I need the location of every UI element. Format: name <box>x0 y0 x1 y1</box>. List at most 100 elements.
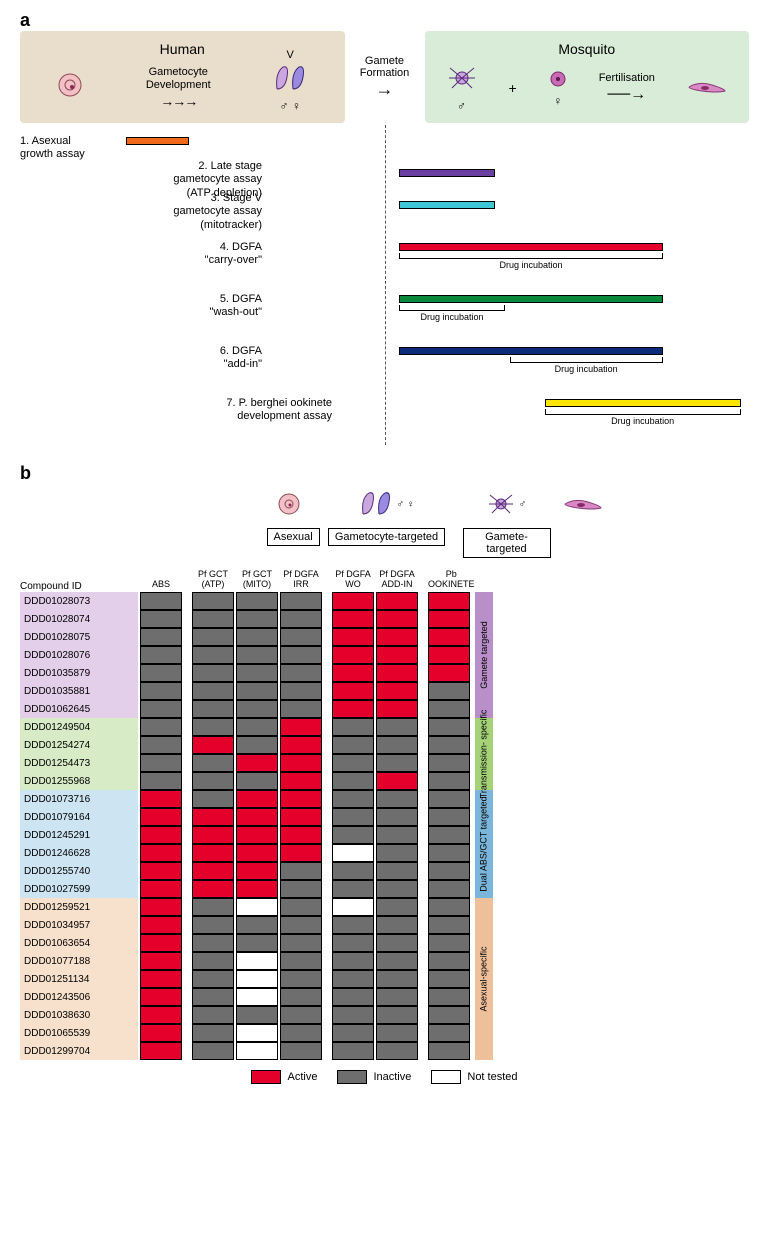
assay-label: 6. DGFA "add-in" <box>20 345 270 371</box>
heatmap-cell <box>332 646 374 664</box>
heatmap-cell <box>280 592 322 610</box>
col-group-title: Gamete-targeted <box>463 528 551 558</box>
compound-id-label: DDD01255968 <box>20 772 140 790</box>
heatmap-cell <box>236 988 278 1006</box>
male-gamete-icon: ♂ <box>447 63 477 113</box>
heatmap-cell <box>192 916 234 934</box>
compound-id-label: DDD01254274 <box>20 736 140 754</box>
heatmap-cell <box>236 628 278 646</box>
heatmap-cell <box>428 646 470 664</box>
compound-id-label: DDD01245291 <box>20 826 140 844</box>
assay-bar <box>399 201 495 209</box>
heatmap-legend: Active Inactive Not tested <box>20 1070 749 1084</box>
compound-id-label: DDD01062645 <box>20 700 140 718</box>
heatmap-cell <box>332 934 374 952</box>
heatmap-cell <box>428 826 470 844</box>
heatmap-cell <box>376 988 418 1006</box>
heatmap-cell <box>376 916 418 934</box>
heatmap-cell <box>280 1024 322 1042</box>
assay-bar <box>399 347 662 355</box>
heatmap-cell <box>192 790 234 808</box>
heatmap-cell <box>192 682 234 700</box>
ookinete-icon <box>687 75 727 101</box>
compound-id-label: DDD01251134 <box>20 970 140 988</box>
compound-id-label: DDD01065539 <box>20 1024 140 1042</box>
compound-id-label: DDD01243506 <box>20 988 140 1006</box>
heatmap-cell <box>140 952 182 970</box>
heatmap-cell <box>192 592 234 610</box>
col-group-title: Gametocyte-targeted <box>328 528 445 546</box>
assay-bar <box>399 295 662 303</box>
category-stripe: Asexual-specific <box>475 898 493 1060</box>
heatmap-cell <box>140 898 182 916</box>
heatmap-cell <box>332 970 374 988</box>
heatmap-cell <box>236 718 278 736</box>
heatmap-cell <box>192 628 234 646</box>
col-header: Pf GCT (ATP) <box>192 568 234 592</box>
heatmap-cell <box>428 970 470 988</box>
legend-active-label: Active <box>287 1071 317 1083</box>
heatmap-cell <box>428 1024 470 1042</box>
drug-incubation-brace: Drug incubation <box>510 357 663 375</box>
heatmap-cell <box>376 826 418 844</box>
plus-sign: + <box>509 80 517 96</box>
heatmap-cell <box>140 628 182 646</box>
heatmap-cell <box>332 1006 374 1024</box>
heatmap-cell <box>332 664 374 682</box>
heatmap-cell <box>280 718 322 736</box>
heatmap-cell <box>140 592 182 610</box>
compound-id-label: DDD01299704 <box>20 1042 140 1060</box>
heatmap-cell <box>280 916 322 934</box>
heatmap-cell <box>140 646 182 664</box>
heatmap-cell <box>192 1042 234 1060</box>
heatmap-cell <box>376 664 418 682</box>
heatmap-cell <box>376 952 418 970</box>
heatmap-cell <box>140 754 182 772</box>
heatmap-cell <box>376 592 418 610</box>
mosquito-title: Mosquito <box>433 41 742 57</box>
heatmap-cell <box>376 628 418 646</box>
lifecycle-hosts: Human Gametocyte Development→→→ V <box>20 31 749 123</box>
heatmap-cell <box>280 628 322 646</box>
heatmap-cell <box>236 682 278 700</box>
heatmap-cell <box>192 736 234 754</box>
heatmap-cell <box>428 898 470 916</box>
heatmap-cell <box>428 1006 470 1024</box>
heatmap-cell <box>332 862 374 880</box>
heatmap-cell <box>280 610 322 628</box>
assay-bars-block: 1. Asexual growth assay 2. Late stage ga… <box>20 135 749 433</box>
heatmap-cell <box>376 790 418 808</box>
grid-col-WO: Pf DGFA WO <box>332 568 374 1060</box>
heatmap-cell <box>140 844 182 862</box>
heatmap-cell <box>140 790 182 808</box>
legend-inactive-label: Inactive <box>373 1071 411 1083</box>
heatmap-cell <box>376 808 418 826</box>
heatmap-cell <box>280 790 322 808</box>
grid-col-ADDIN: Pf DGFA ADD-IN <box>376 568 418 1060</box>
heatmap-cell <box>140 916 182 934</box>
grid-col-group: ABS <box>140 568 182 1060</box>
heatmap-cell <box>236 898 278 916</box>
heatmap-cell <box>280 736 322 754</box>
heatmap-cell <box>428 952 470 970</box>
grid-col-ATP: Pf GCT (ATP) <box>192 568 234 1060</box>
col-header: ABS <box>140 568 182 592</box>
heatmap-cell <box>428 934 470 952</box>
compound-id-label: DDD01249504 <box>20 718 140 736</box>
compound-id-label: DDD01038630 <box>20 1006 140 1024</box>
heatmap-cell <box>280 862 322 880</box>
gamete-formation-arrow: Gamete Formation → <box>355 55 415 100</box>
heatmap-cell <box>236 970 278 988</box>
heatmap-cell <box>280 754 322 772</box>
heatmap-cell <box>332 736 374 754</box>
heatmap-cell <box>192 970 234 988</box>
heatmap-cell <box>192 1006 234 1024</box>
heatmap-cell <box>236 646 278 664</box>
heatmap-cell <box>376 610 418 628</box>
grid-col-group: Pb OOKINETE <box>428 568 475 1060</box>
heatmap-cell <box>428 988 470 1006</box>
heatmap-cell <box>236 880 278 898</box>
heatmap-cell <box>428 664 470 682</box>
heatmap-cell <box>376 700 418 718</box>
grid-col-group: Pf GCT (ATP)Pf GCT (MITO)Pf DGFA IRR <box>192 568 322 1060</box>
